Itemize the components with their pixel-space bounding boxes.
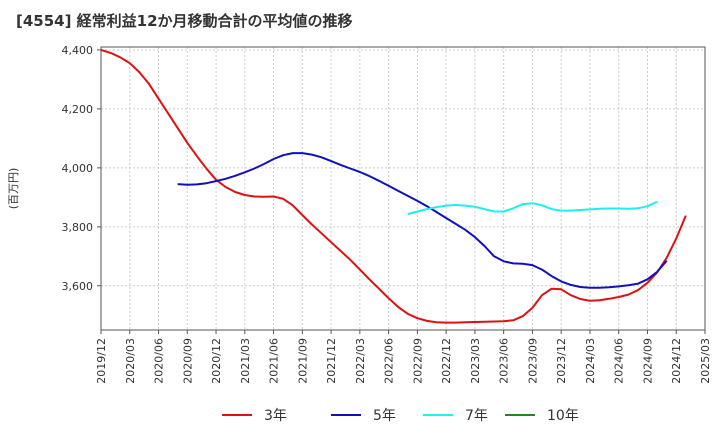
legend: 3年 5年 7年 10年: [222, 408, 579, 424]
x-axis: 2019/12 2020/03 2020/06 2020/09 2020/12 2021/…: [95, 330, 712, 384]
y-tick-label: 3,800: [62, 221, 94, 234]
grid-lines: [101, 47, 705, 330]
x-tick-label: 2024/03: [584, 338, 597, 384]
series-line-7年: [407, 200, 658, 216]
y-axis-label: (百万円): [7, 168, 20, 210]
legend-label: 5年: [373, 408, 396, 424]
x-tick-label: 2025/03: [699, 338, 712, 384]
x-tick-label: 2023/06: [498, 338, 511, 384]
x-tick-label: 2024/09: [641, 338, 654, 384]
x-tick-label: 2024/12: [670, 338, 683, 384]
x-tick-label: 2021/12: [325, 338, 338, 384]
legend-label: 3年: [264, 408, 287, 424]
x-tick-label: 2020/12: [210, 338, 223, 384]
x-tick-label: 2022/03: [354, 338, 367, 384]
x-tick-label: 2022/09: [411, 338, 424, 384]
x-tick-label: 2020/03: [124, 338, 137, 384]
y-tick-label: 4,200: [62, 103, 94, 116]
legend-label: 7年: [465, 408, 488, 424]
x-tick-label: 2021/09: [296, 338, 309, 384]
x-tick-label: 2021/06: [268, 338, 281, 384]
x-tick-label: 2020/06: [153, 338, 166, 384]
y-tick-label: 3,600: [62, 280, 94, 293]
x-tick-label: 2021/03: [239, 338, 252, 384]
series-lines: [100, 48, 687, 324]
x-tick-label: 2019/12: [95, 338, 108, 384]
x-tick-label: 2022/12: [440, 338, 453, 384]
series-line-5年: [177, 152, 668, 289]
y-tick-label: 4,400: [62, 44, 94, 57]
x-tick-label: 2024/06: [613, 338, 626, 384]
legend-label: 10年: [547, 408, 579, 424]
x-tick-label: 2023/09: [526, 338, 539, 384]
y-tick-label: 4,000: [62, 162, 94, 175]
x-tick-label: 2023/03: [469, 338, 482, 384]
x-tick-label: 2020/09: [181, 338, 194, 384]
x-tick-label: 2023/12: [555, 338, 568, 384]
chart-title: [4554] 経常利益12か月移動合計の平均値の推移: [16, 12, 353, 30]
x-tick-label: 2022/06: [383, 338, 396, 384]
y-axis: 3,600 3,800 4,000 4,200 4,400: [62, 44, 101, 293]
series-line-3年: [100, 48, 687, 324]
plot-frame: [100, 46, 706, 331]
